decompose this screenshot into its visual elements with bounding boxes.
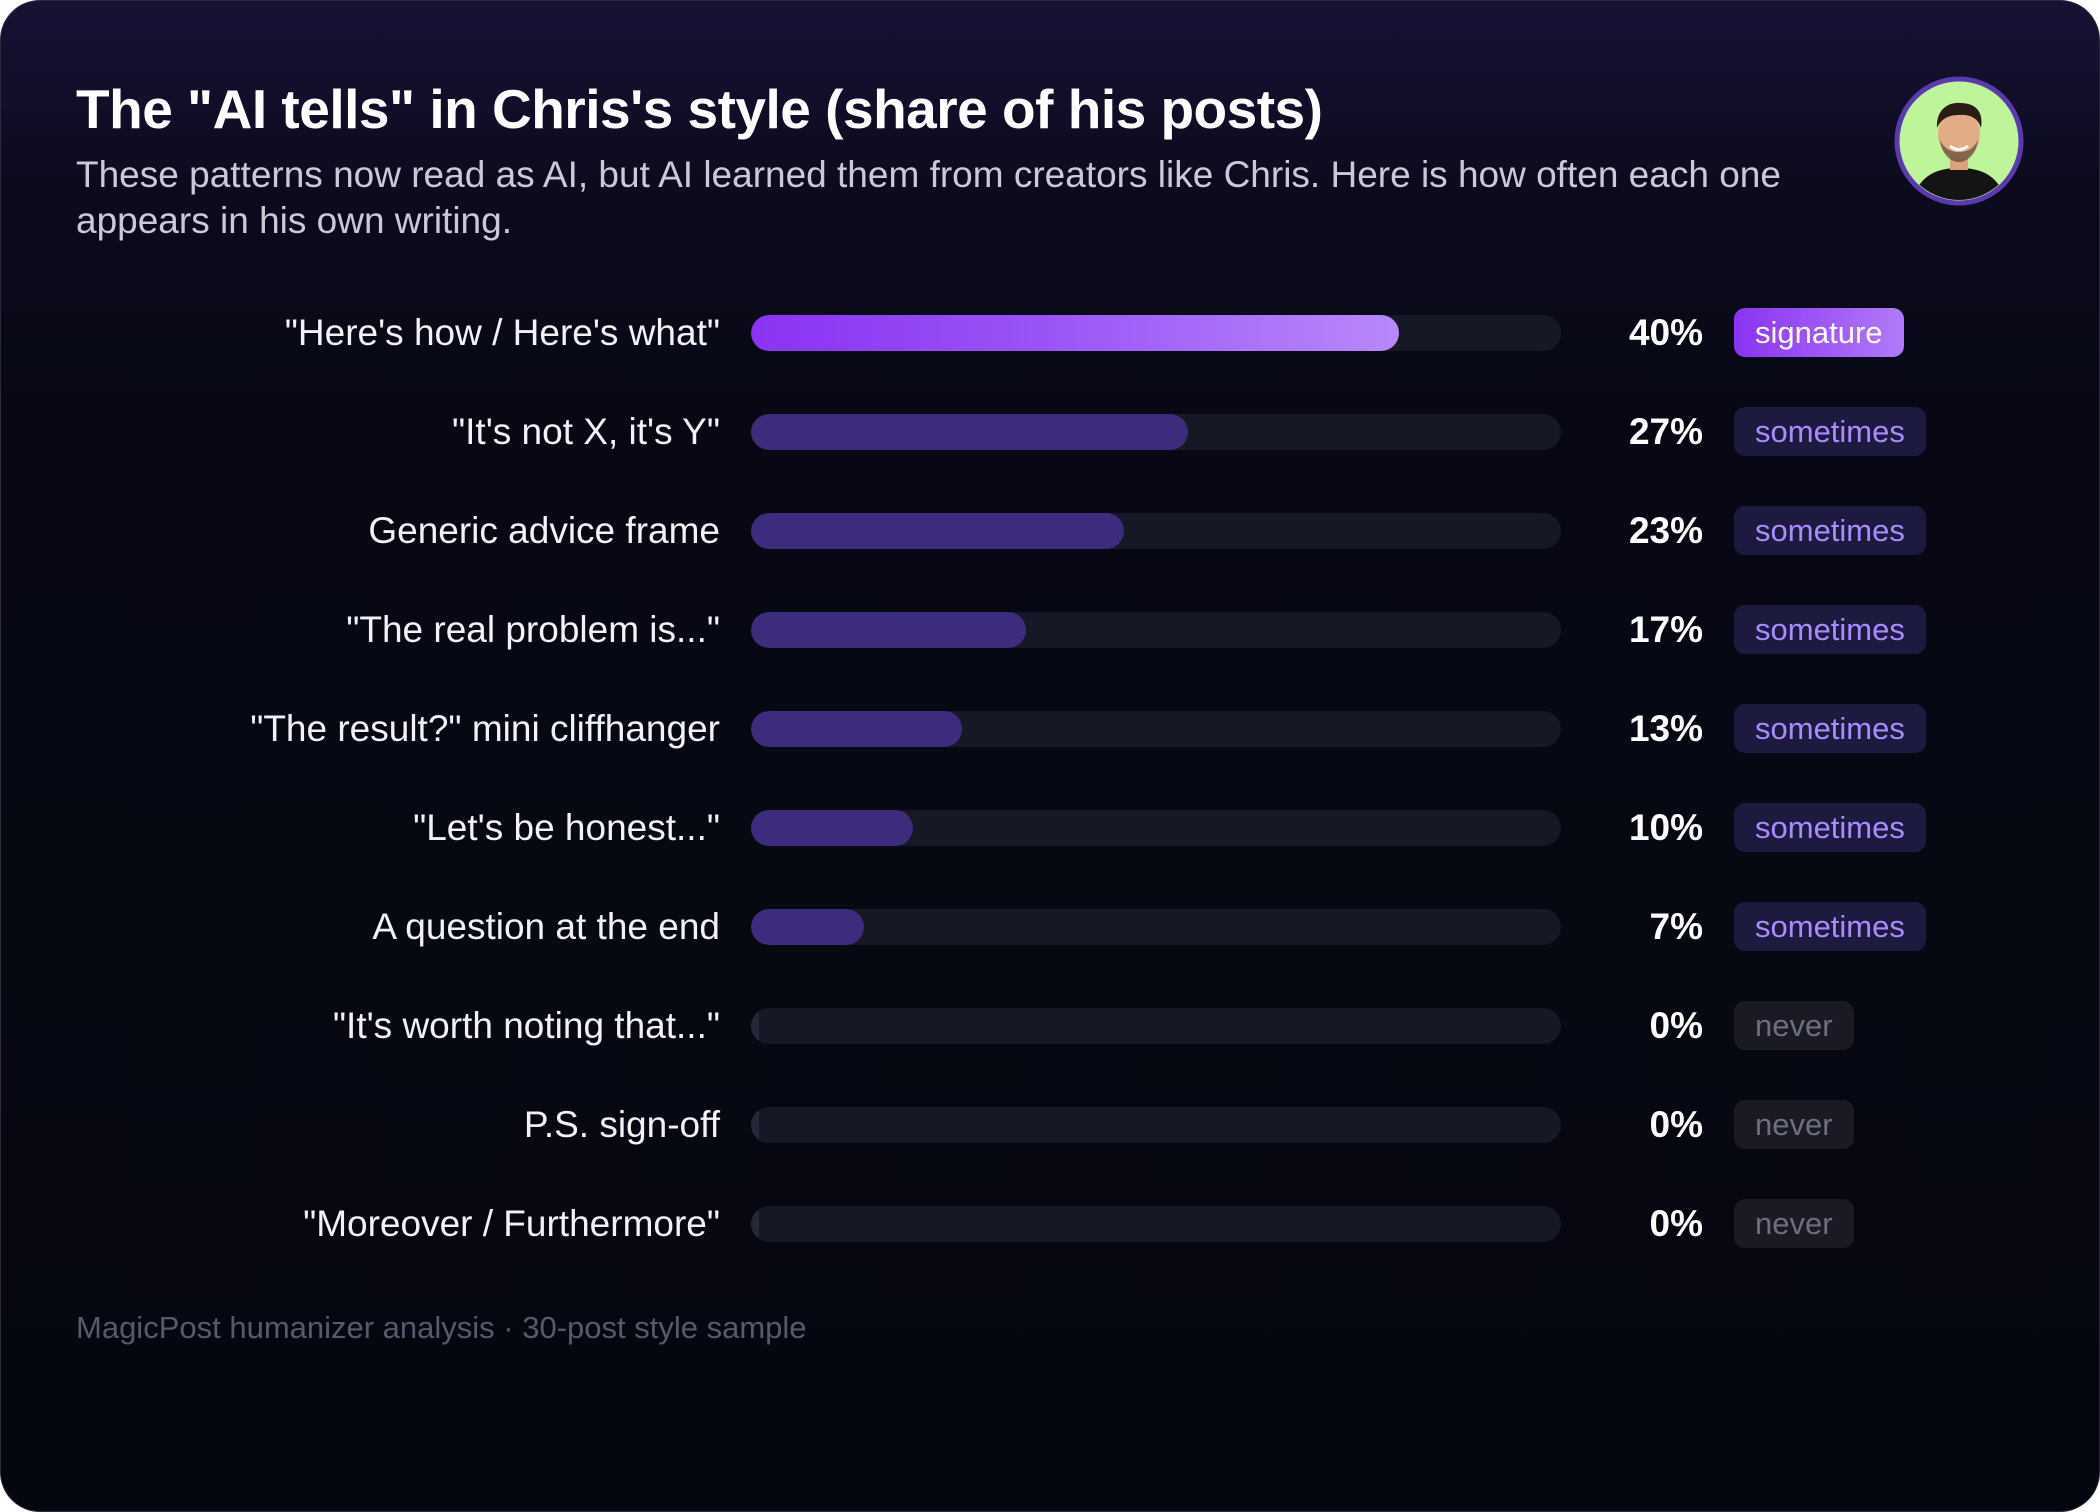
category-label: A question at the end (372, 906, 720, 947)
bar (751, 513, 1124, 549)
bar-row: A question at the end 7% sometimes (1, 877, 2099, 976)
signature-badge: signature (1734, 308, 1904, 357)
value-label: 10% (1628, 807, 1703, 848)
sometimes-badge: sometimes (1734, 803, 1926, 852)
value-label: 0% (1649, 1104, 1703, 1145)
category-label: "Moreover / Furthermore" (303, 1203, 720, 1244)
bar (751, 1206, 759, 1242)
category-label: "It's not X, it's Y" (452, 411, 720, 452)
bar-track (751, 810, 1561, 846)
sometimes-badge: sometimes (1734, 506, 1926, 555)
bar-row: "Here's how / Here's what" 40% signature (1, 283, 2099, 382)
bar (751, 909, 865, 945)
bar-row: "Moreover / Furthermore" 0% never (1, 1174, 2099, 1273)
category-label: "The result?" mini cliffhanger (250, 708, 720, 749)
sometimes-badge: sometimes (1734, 407, 1926, 456)
bar-row: "The result?" mini cliffhanger 13% sometim… (1, 679, 2099, 778)
bar-track (751, 414, 1561, 450)
bar-track (751, 1107, 1561, 1143)
category-label: P.S. sign-off (523, 1104, 720, 1145)
bar (751, 612, 1027, 648)
bar (751, 1107, 759, 1143)
bar-track (751, 711, 1561, 747)
bar-row: P.S. sign-off 0% never (1, 1075, 2099, 1174)
bar-track (751, 513, 1561, 549)
sometimes-badge: sometimes (1734, 605, 1926, 654)
value-label: 27% (1628, 411, 1703, 452)
bar (751, 315, 1399, 351)
value-label: 17% (1628, 609, 1703, 650)
category-label: Generic advice frame (368, 510, 720, 551)
bar-row: "The real problem is..." 17% sometimes (1, 580, 2099, 679)
chart-title: The "AI tells" in Chris's style (share o… (76, 78, 1323, 140)
bar (751, 810, 913, 846)
never-badge: never (1734, 1100, 1854, 1149)
chart-subtitle: These patterns now read as AI, but AI le… (76, 154, 1781, 241)
bar-row: Generic advice frame 23% sometimes (1, 481, 2099, 580)
bar-track (751, 612, 1561, 648)
bar (751, 1008, 759, 1044)
value-label: 23% (1628, 510, 1703, 551)
sometimes-badge: sometimes (1734, 902, 1926, 951)
bar-row: "It's not X, it's Y" 27% sometimes (1, 382, 2099, 481)
chart-footer: MagicPost humanizer analysis · 30-post s… (76, 1310, 807, 1345)
value-label: 0% (1649, 1005, 1703, 1046)
bar-track (751, 909, 1561, 945)
never-badge: never (1734, 1199, 1854, 1248)
bar-track (751, 1206, 1561, 1242)
category-label: "Here's how / Here's what" (284, 312, 720, 353)
bar-row: "It's worth noting that..." 0% never (1, 976, 2099, 1075)
value-label: 40% (1628, 312, 1703, 353)
bar-track (751, 1008, 1561, 1044)
category-label: "It's worth noting that..." (332, 1005, 720, 1046)
value-label: 7% (1649, 906, 1703, 947)
bar (751, 711, 962, 747)
bar (751, 414, 1189, 450)
category-label: "Let's be honest..." (413, 807, 720, 848)
value-label: 0% (1649, 1203, 1703, 1244)
sometimes-badge: sometimes (1734, 704, 1926, 753)
never-badge: never (1734, 1001, 1854, 1050)
avatar (1894, 76, 2024, 206)
category-label: "The real problem is..." (346, 609, 720, 650)
bar-row: "Let's be honest..." 10% sometimes (1, 778, 2099, 877)
value-label: 13% (1628, 708, 1703, 749)
bar-track (751, 315, 1561, 351)
